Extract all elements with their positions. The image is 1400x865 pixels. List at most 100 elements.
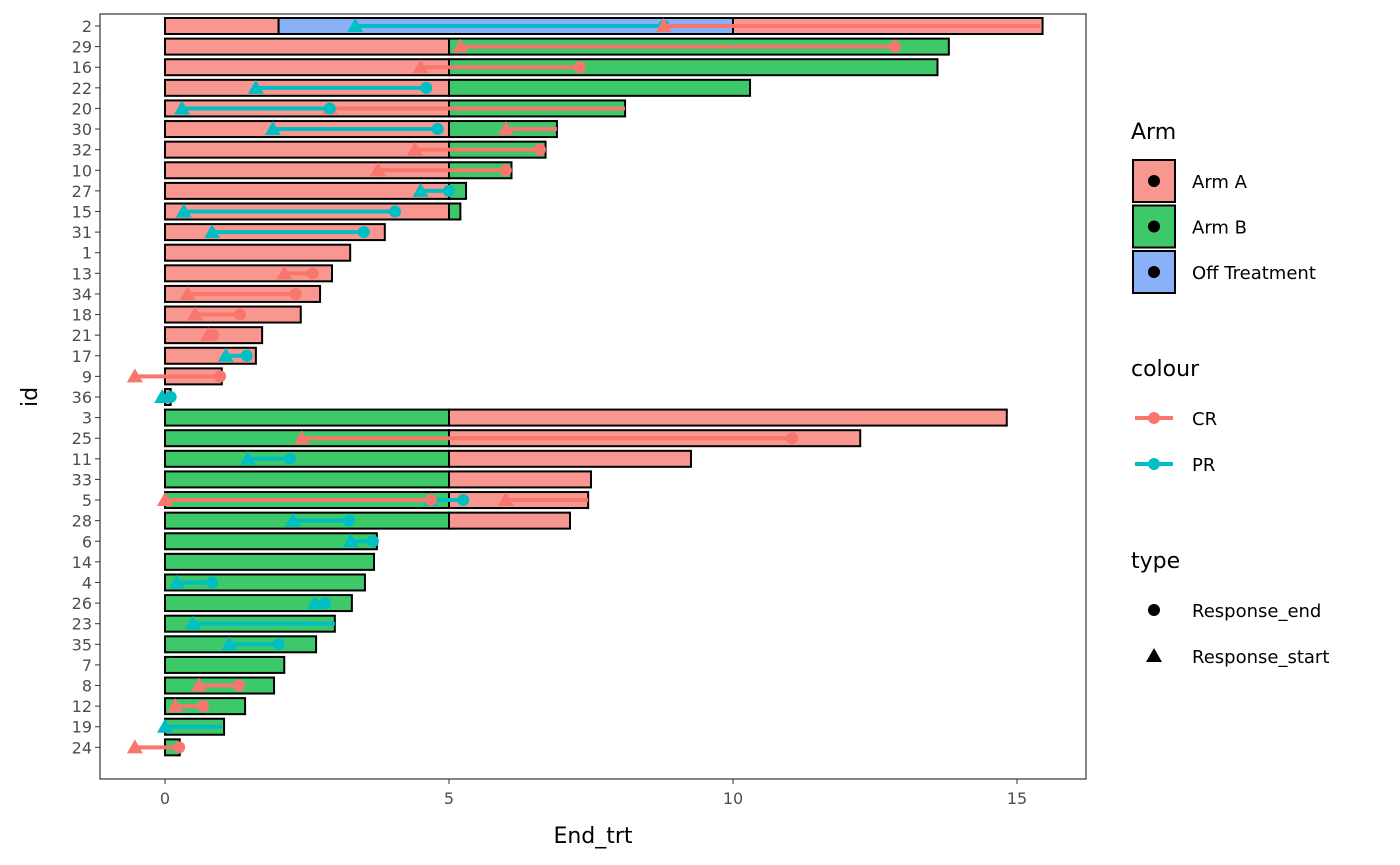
legend-type-label: Response_start bbox=[1192, 647, 1329, 668]
bar-segment bbox=[164, 58, 450, 77]
response-end-marker bbox=[357, 226, 370, 239]
response-end-marker bbox=[164, 390, 177, 403]
response-start-marker bbox=[174, 100, 191, 115]
bar-segment bbox=[448, 408, 1008, 427]
legend-triangle-icon bbox=[1146, 648, 1162, 662]
y-tick-label: 26 bbox=[72, 594, 92, 613]
response-end-marker bbox=[389, 205, 402, 218]
response-end-marker bbox=[499, 164, 512, 177]
bar-segment bbox=[448, 202, 462, 221]
bar-segment bbox=[448, 470, 592, 489]
legend-type-label: Response_end bbox=[1192, 601, 1321, 622]
response-end-marker bbox=[424, 494, 437, 507]
response-start-marker bbox=[191, 677, 208, 692]
legend-circle-icon bbox=[1148, 604, 1160, 616]
response-start-marker bbox=[239, 450, 256, 465]
y-tick-label: 36 bbox=[72, 388, 92, 407]
response-start-marker bbox=[187, 306, 204, 321]
response-end-marker bbox=[240, 349, 253, 362]
bar-segment bbox=[164, 140, 450, 159]
response-start-marker bbox=[126, 739, 143, 754]
response-end-marker bbox=[232, 679, 245, 692]
response-start-marker bbox=[126, 368, 143, 383]
y-tick-label: 27 bbox=[72, 182, 92, 201]
response-end-marker bbox=[431, 123, 444, 136]
y-tick-label: 31 bbox=[72, 223, 92, 242]
y-tick-label: 2 bbox=[82, 17, 92, 36]
y-tick-label: 28 bbox=[72, 512, 92, 531]
y-tick-label: 22 bbox=[72, 79, 92, 98]
response-start-marker bbox=[655, 18, 672, 32]
legend-arm-dot bbox=[1148, 175, 1160, 187]
legend-arm-dot bbox=[1148, 220, 1160, 233]
y-tick-label: 24 bbox=[72, 738, 92, 757]
bar-segment bbox=[164, 181, 450, 200]
response-start-marker bbox=[184, 615, 201, 630]
y-axis-title: id bbox=[18, 387, 43, 407]
bar-segment bbox=[448, 78, 752, 97]
legend-colour-dot bbox=[1148, 458, 1160, 470]
response-start-marker bbox=[406, 141, 423, 156]
response-start-marker bbox=[452, 38, 469, 53]
y-tick-label: 35 bbox=[72, 635, 92, 654]
y-tick-label: 5 bbox=[82, 491, 92, 510]
response-end-marker bbox=[443, 184, 455, 197]
response-end-marker bbox=[306, 267, 319, 280]
response-end-marker bbox=[420, 81, 433, 94]
response-end-marker bbox=[214, 370, 227, 383]
response-end-marker bbox=[366, 535, 379, 548]
y-tick-label: 15 bbox=[72, 202, 92, 221]
response-start-marker bbox=[167, 698, 184, 713]
y-tick-label: 1 bbox=[82, 244, 92, 263]
y-tick-label: 19 bbox=[72, 718, 92, 737]
response-end-marker bbox=[888, 40, 901, 53]
response-end-marker bbox=[573, 61, 586, 74]
response-start-marker bbox=[179, 285, 196, 300]
legend-colour-title: colour bbox=[1131, 357, 1200, 382]
legend-type-title: type bbox=[1131, 549, 1180, 574]
legend-arm-dot bbox=[1148, 266, 1160, 278]
y-tick-label: 10 bbox=[72, 161, 92, 180]
response-start-marker bbox=[370, 162, 386, 177]
bar-segment bbox=[164, 17, 280, 35]
y-tick-label: 20 bbox=[72, 99, 92, 118]
y-tick-label: 21 bbox=[72, 326, 92, 345]
response-end-marker bbox=[207, 329, 220, 342]
response-start-marker bbox=[276, 265, 293, 280]
y-tick-label: 25 bbox=[72, 429, 92, 448]
y-axis: 2291622203032102715311133418211793632511… bbox=[72, 17, 100, 757]
y-tick-label: 29 bbox=[72, 38, 92, 57]
response-start-marker bbox=[497, 121, 514, 136]
response-end-marker bbox=[197, 700, 210, 713]
response-start-marker bbox=[264, 121, 281, 136]
legend: Arm colour type Arm A Arm B Off Treatment C… bbox=[1131, 120, 1329, 668]
x-tick-label: 5 bbox=[444, 789, 454, 808]
y-tick-label: 23 bbox=[72, 615, 92, 634]
y-tick-label: 12 bbox=[72, 697, 92, 716]
response-start-marker bbox=[293, 430, 310, 445]
response-start-marker bbox=[168, 574, 185, 589]
y-tick-label: 4 bbox=[82, 573, 92, 592]
response-start-marker bbox=[412, 59, 429, 74]
legend-arm-label: Arm A bbox=[1192, 172, 1248, 193]
response-start-marker bbox=[342, 533, 359, 548]
y-tick-label: 3 bbox=[82, 409, 92, 428]
y-tick-label: 30 bbox=[72, 120, 92, 139]
bar-segment bbox=[448, 449, 692, 468]
response-start-marker bbox=[157, 718, 173, 733]
x-tick-label: 10 bbox=[723, 789, 743, 808]
y-tick-label: 11 bbox=[72, 450, 92, 469]
plot-area bbox=[126, 17, 1044, 757]
response-end-marker bbox=[283, 452, 296, 465]
bar-segment bbox=[164, 594, 353, 613]
legend-colour-dot bbox=[1148, 412, 1160, 424]
legend-arm-label: Arm B bbox=[1192, 218, 1247, 239]
bar-segment bbox=[164, 37, 450, 56]
y-tick-label: 34 bbox=[72, 285, 92, 304]
response-start-marker bbox=[175, 203, 192, 218]
y-tick-label: 9 bbox=[82, 367, 92, 386]
bar-segment bbox=[164, 243, 352, 262]
response-start-marker bbox=[306, 595, 323, 610]
response-end-marker bbox=[343, 514, 356, 527]
